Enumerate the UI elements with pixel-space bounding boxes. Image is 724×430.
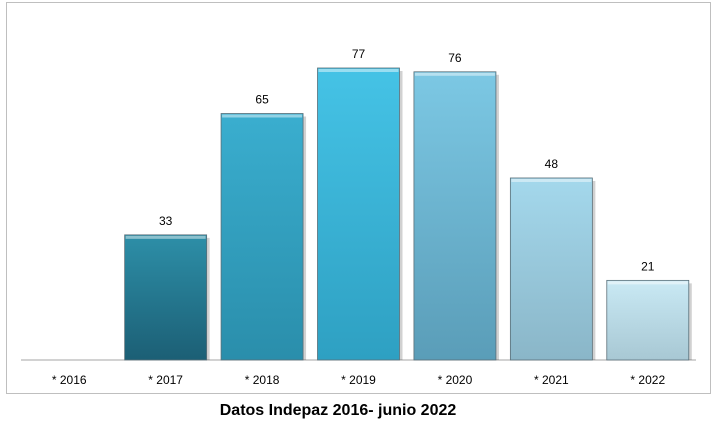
bar-highlight [222, 114, 303, 118]
bar-4 [413, 71, 497, 361]
bar-highlight [125, 235, 206, 239]
x-tick-label: * 2016 [52, 373, 87, 387]
x-tick-label: * 2022 [630, 373, 665, 387]
x-tick-label: * 2017 [148, 373, 183, 387]
bar-1 [124, 234, 208, 361]
bar-highlight [318, 69, 399, 72]
bar-value-label: 76 [448, 51, 462, 65]
bar-value-label: 48 [545, 157, 559, 171]
x-tick-label: * 2019 [341, 373, 376, 387]
bar-value-label: 33 [159, 214, 173, 228]
bar-highlight [414, 72, 495, 76]
bar-2 [220, 113, 304, 361]
bar-value-label: 65 [255, 93, 269, 107]
x-tick-label: * 2018 [245, 373, 280, 387]
x-tick-label: * 2020 [438, 373, 473, 387]
bar-5 [509, 177, 593, 361]
bar-value-label: 21 [641, 259, 655, 273]
bar-highlight [511, 178, 592, 182]
bar-highlight [607, 281, 688, 285]
bar-3 [317, 67, 400, 361]
x-tick-label: * 2021 [534, 373, 569, 387]
bar-value-label: 77 [352, 47, 366, 61]
bar-6 [606, 279, 690, 361]
bar-chart: * 2016 33 * 2017 65 * 2018 77 * 2019 76 * 2020 48… [21, 47, 696, 387]
chart-caption: Datos Indepaz 2016- junio 2022 [219, 402, 457, 419]
